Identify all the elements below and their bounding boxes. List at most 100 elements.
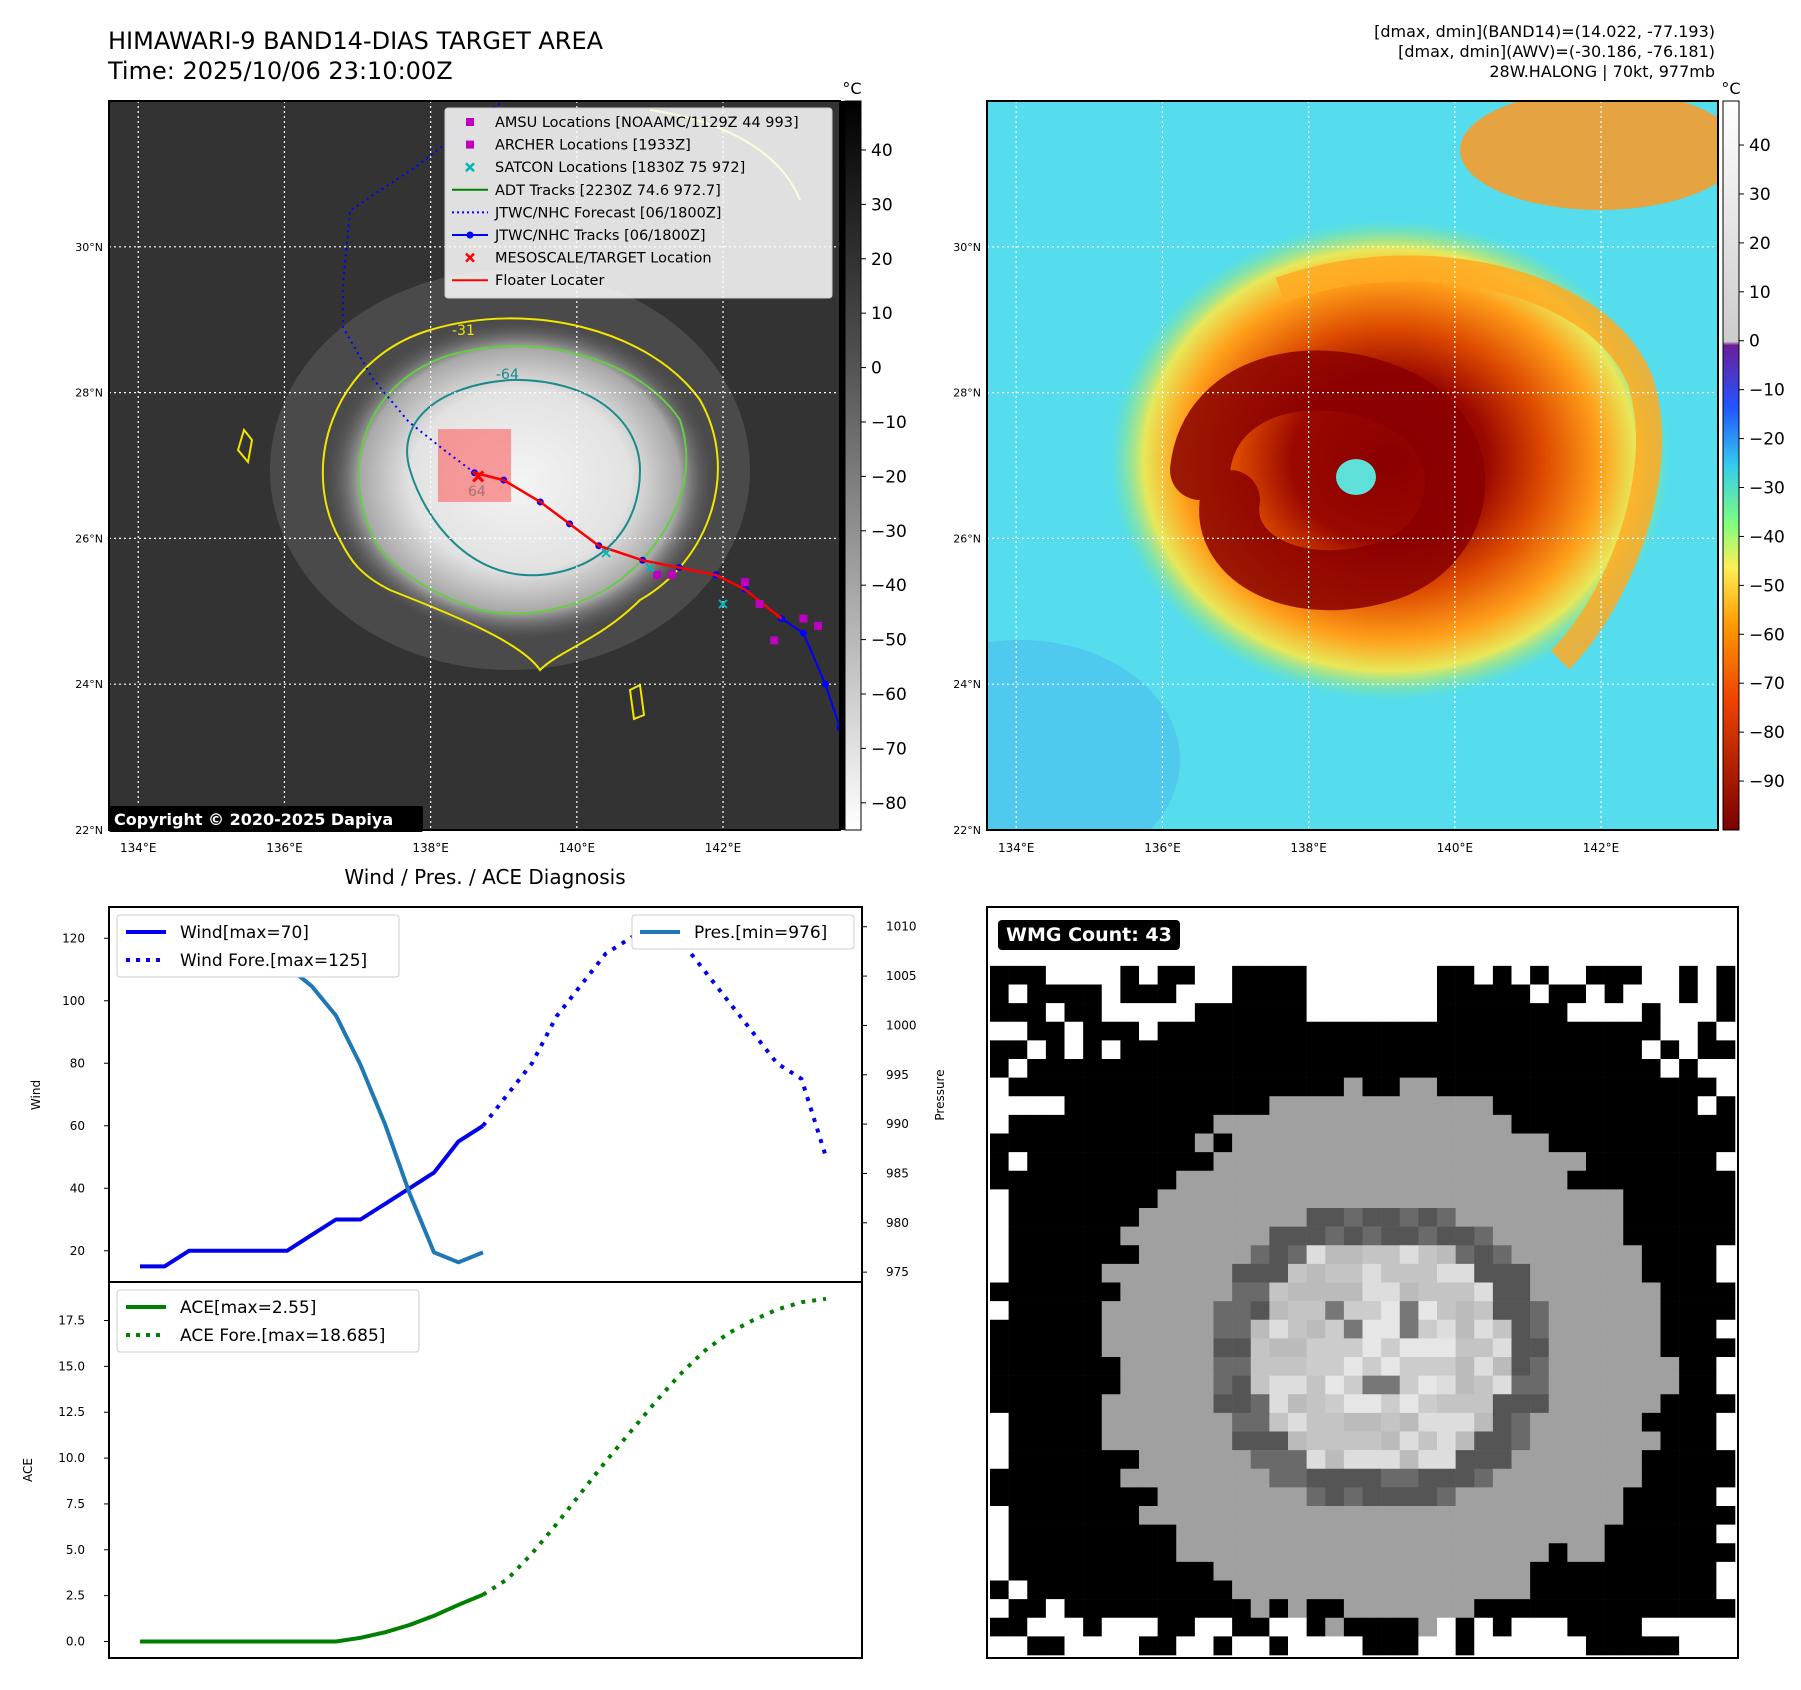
wmg-cell	[990, 1375, 1009, 1395]
wmg-cell	[1474, 1412, 1494, 1432]
wmg-cell	[1474, 1375, 1494, 1395]
wmg-cell	[1437, 1114, 1456, 1134]
wmg-cell	[990, 1580, 1009, 1600]
wmg-cell	[1492, 1208, 1512, 1227]
left-lon-tick-1: 136°E	[266, 841, 303, 855]
wmg-cell	[1101, 1040, 1121, 1060]
wmg-cell	[1269, 1208, 1289, 1227]
wmg-cell	[1288, 1431, 1307, 1451]
wmg-cell	[1045, 1561, 1065, 1581]
wmg-cell	[1604, 928, 1624, 948]
wmg-cell	[1604, 965, 1624, 985]
wmg-cell	[1362, 1338, 1382, 1358]
wmg-cell	[1586, 1506, 1605, 1525]
wmg-cell	[1437, 1226, 1456, 1246]
wmg-cell	[1045, 1189, 1065, 1209]
wmg-cell	[1362, 984, 1382, 1004]
wmg-cell	[1194, 1617, 1214, 1637]
wmg-cell	[1157, 1096, 1177, 1116]
wmg-cell	[1492, 1357, 1512, 1376]
wmg-cell	[1120, 1301, 1140, 1321]
wmg-cell	[1101, 1170, 1121, 1190]
wmg-cell	[1250, 1152, 1270, 1172]
wmg-cell	[1362, 1021, 1382, 1041]
wmg-cell	[1176, 1263, 1196, 1283]
wmg-cell	[1381, 1394, 1401, 1414]
wmg-cell	[1418, 1468, 1438, 1488]
wmg-cell	[1325, 1040, 1345, 1060]
wmg-cell	[990, 1263, 1009, 1283]
wmg-cell	[1064, 1599, 1084, 1619]
wmg-cell	[1064, 1487, 1084, 1507]
wmg-cell	[1232, 1357, 1252, 1376]
wmg-cell	[1325, 1431, 1345, 1451]
wmg-cell	[1325, 1524, 1345, 1544]
wmg-cell	[1120, 1282, 1140, 1302]
right-cbar-ticks-label-3: 10	[1749, 283, 1771, 303]
wmg-cell	[1194, 1245, 1214, 1265]
wmg-cell	[1045, 1431, 1065, 1451]
wmg-cell	[1697, 1357, 1717, 1376]
wmg-cell	[1567, 1152, 1587, 1172]
wmg-cell	[1343, 1245, 1363, 1265]
wmg-cell	[1530, 1636, 1550, 1656]
wmg-cell	[1157, 1506, 1177, 1525]
wmg-cell	[1325, 1338, 1345, 1358]
wmg-cell	[1492, 1468, 1512, 1488]
wmg-cell	[1697, 1412, 1717, 1432]
wmg-cell	[1288, 1524, 1307, 1544]
legend-icon-dot-5	[466, 231, 474, 239]
wmg-cell	[1232, 1263, 1252, 1283]
wmg-cell	[1213, 1226, 1233, 1246]
wmg-cell	[1567, 1021, 1587, 1041]
wmg-cell	[1660, 1263, 1680, 1283]
diagnosis-panel: Wind / Pres. / ACE Diagnosis 20406080100…	[21, 865, 947, 1659]
wmg-cell	[1027, 1375, 1047, 1395]
wmg-cell	[1083, 1487, 1103, 1507]
wmg-cell	[1232, 928, 1252, 948]
wmg-cell	[1008, 1189, 1028, 1209]
wmg-cell	[1362, 1506, 1382, 1525]
wmg-cell	[1381, 1580, 1401, 1600]
wmg-cell	[1250, 1170, 1270, 1190]
wmg-cell	[1139, 1226, 1158, 1246]
wmg-cell	[1530, 1077, 1550, 1097]
wmg-cell	[1045, 1096, 1065, 1116]
wmg-cell	[1362, 1226, 1382, 1246]
wmg-cell	[1697, 1263, 1717, 1283]
wmg-cell	[1232, 1431, 1252, 1451]
wmg-cell	[1530, 1170, 1550, 1190]
wv-colorbar	[1722, 100, 1740, 831]
wmg-cell	[1437, 1636, 1456, 1656]
wmg-cell	[1604, 1226, 1624, 1246]
wmg-cell	[1418, 1580, 1438, 1600]
wmg-cell	[1455, 1338, 1475, 1358]
wmg-cell	[1232, 1170, 1252, 1190]
wmg-cell	[1679, 1338, 1699, 1358]
wmg-cell	[1139, 1319, 1158, 1339]
wmg-cell	[1530, 1412, 1550, 1432]
wmg-cell	[1083, 1431, 1103, 1451]
wmg-cell	[1641, 1487, 1661, 1507]
wmg-cell	[1567, 984, 1587, 1004]
wmg-cell	[1679, 1096, 1699, 1116]
wmg-cell	[1679, 1487, 1699, 1507]
wmg-cell	[1120, 1003, 1140, 1023]
wmg-cell	[1623, 1040, 1643, 1060]
wmg-cell	[1045, 1040, 1065, 1060]
wmg-cell	[1306, 1096, 1326, 1116]
wmg-cell	[1213, 1487, 1233, 1507]
wmg-cell	[1269, 910, 1289, 929]
wmg-cell	[1008, 1245, 1028, 1265]
wmg-cell	[1586, 1003, 1605, 1023]
wmg-cell	[1511, 1580, 1531, 1600]
wmg-cell	[990, 1003, 1009, 1023]
ace-ytick-label-0: 0.0	[66, 1634, 85, 1648]
wmg-cell	[1399, 1059, 1419, 1078]
wmg-cell	[1586, 1431, 1605, 1451]
wmg-cell	[1437, 1170, 1456, 1190]
wmg-cell	[1120, 965, 1140, 985]
wmg-cell	[1641, 1468, 1661, 1488]
wmg-cell	[1660, 1208, 1680, 1227]
